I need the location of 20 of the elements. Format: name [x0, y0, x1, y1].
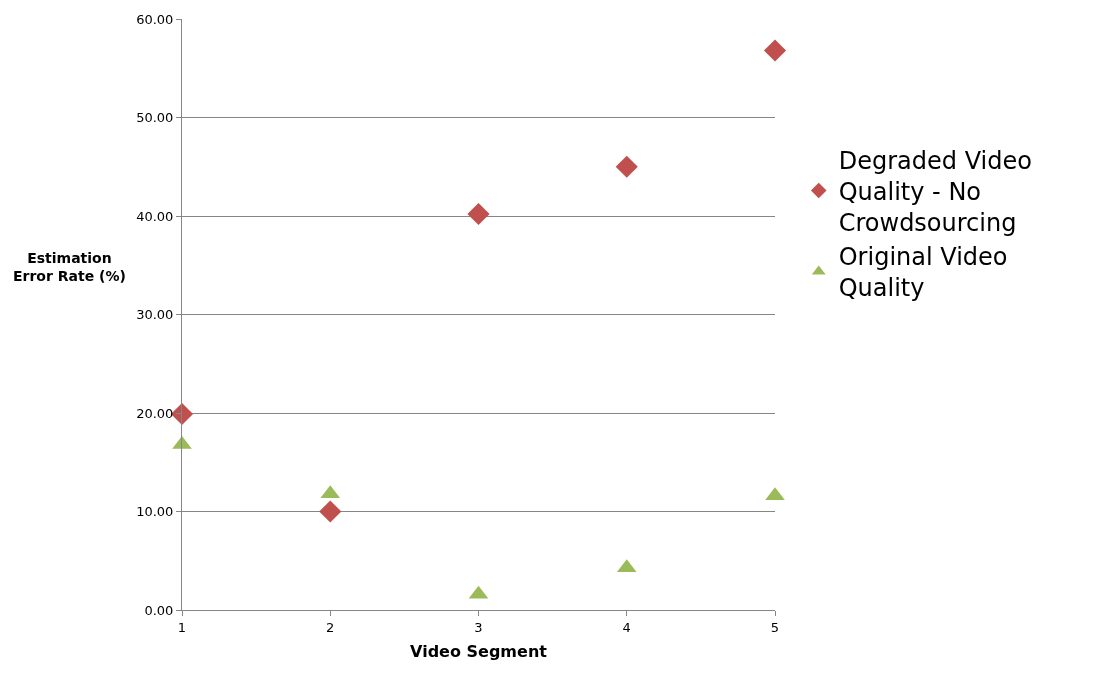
- legend-label: Original Video Quality: [838, 243, 1008, 303]
- y-tick-label: 10.00: [136, 504, 174, 520]
- point: [763, 39, 787, 62]
- y-tick-label: 50.00: [136, 110, 174, 126]
- y-tick-label: 20.00: [136, 405, 174, 421]
- x-axis-title: Video Segment: [410, 642, 548, 662]
- legend-label: Degraded Video Quality - No Crowdsourcing: [838, 146, 1032, 238]
- x-tick-label: 3: [474, 619, 483, 635]
- y-tick-label: 40.00: [136, 208, 174, 224]
- x-tick-label: 5: [770, 619, 780, 635]
- y-axis-title: Estimation Error Rate (%): [13, 250, 126, 285]
- y-tick-label: 60.00: [136, 11, 174, 27]
- x-tick-label: 4: [622, 619, 631, 635]
- point: [467, 202, 490, 226]
- point: [615, 155, 638, 178]
- x-tick-label: 2: [326, 619, 335, 635]
- point: [319, 500, 342, 523]
- y-tick-label: 30.00: [136, 307, 174, 323]
- x-tick-label: 1: [177, 619, 187, 635]
- y-tick-label: 0.00: [144, 602, 174, 618]
